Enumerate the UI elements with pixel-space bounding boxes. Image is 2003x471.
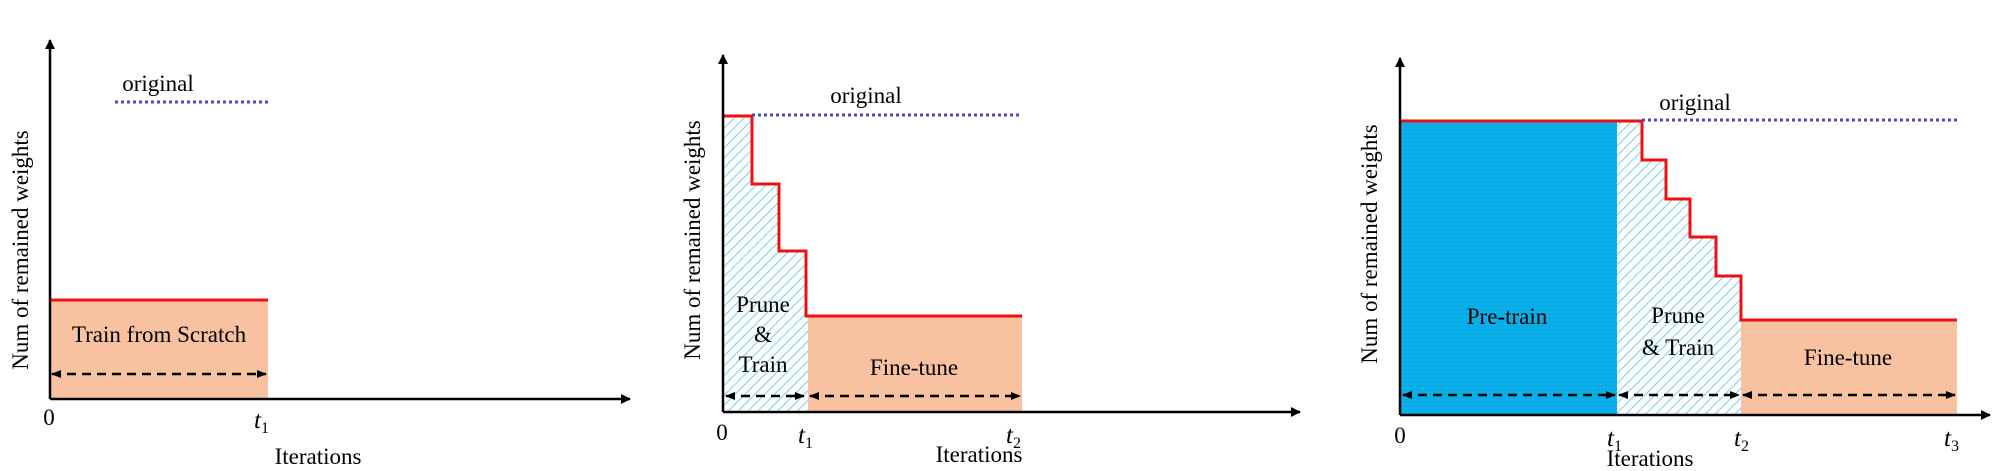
original-label: original <box>830 83 902 108</box>
weights-line <box>1400 119 1957 322</box>
finetune-label: Fine-tune <box>870 355 958 380</box>
prune-label-line1: Prune <box>736 292 790 317</box>
tick-t1: t1 <box>1607 425 1622 455</box>
region-prune-train <box>1617 121 1741 415</box>
x-axis-label: Iterations <box>275 444 362 469</box>
region-label: Train from Scratch <box>72 322 247 347</box>
tick-t1: t1 <box>254 407 269 437</box>
original-label: original <box>1659 90 1731 115</box>
prune-label-line2: & <box>754 322 772 347</box>
pretrain-label: Pre-train <box>1467 304 1548 329</box>
panel-prune-then-finetune: original Prune & Train Fine-tune 0 t1 t2… <box>680 54 1301 467</box>
origin-label: 0 <box>716 420 728 445</box>
tick-t2: t2 <box>1734 425 1749 455</box>
region-prune-train <box>723 116 808 412</box>
panel-train-from-scratch: original Train from Scratch 0 t1 Iterati… <box>8 39 631 469</box>
weights-line <box>723 114 1022 318</box>
original-label: original <box>122 71 194 96</box>
finetune-label: Fine-tune <box>1804 345 1892 370</box>
origin-label: 0 <box>1394 423 1406 448</box>
x-axis-label: Iterations <box>1607 446 1694 471</box>
region-train-from-scratch <box>50 300 268 399</box>
panel-pretrain-prune-finetune: original Pre-train Prune & Train Fine-tu… <box>1357 57 1991 471</box>
tick-t1: t1 <box>798 422 813 452</box>
prune-label-line1: Prune <box>1651 303 1705 328</box>
tick-t3: t3 <box>1944 425 1959 455</box>
region-pre-train <box>1400 121 1617 415</box>
prune-label-line3: Train <box>739 352 788 377</box>
y-axis-label: Num of remained weights <box>8 130 33 370</box>
y-axis-label: Num of remained weights <box>1357 124 1382 364</box>
region-fine-tune <box>1741 320 1957 415</box>
prune-label-line2: & Train <box>1642 335 1715 360</box>
y-axis-label: Num of remained weights <box>680 120 705 360</box>
origin-label: 0 <box>43 405 55 430</box>
x-axis-label: Iterations <box>936 442 1023 467</box>
tick-t2: t2 <box>1006 422 1021 452</box>
